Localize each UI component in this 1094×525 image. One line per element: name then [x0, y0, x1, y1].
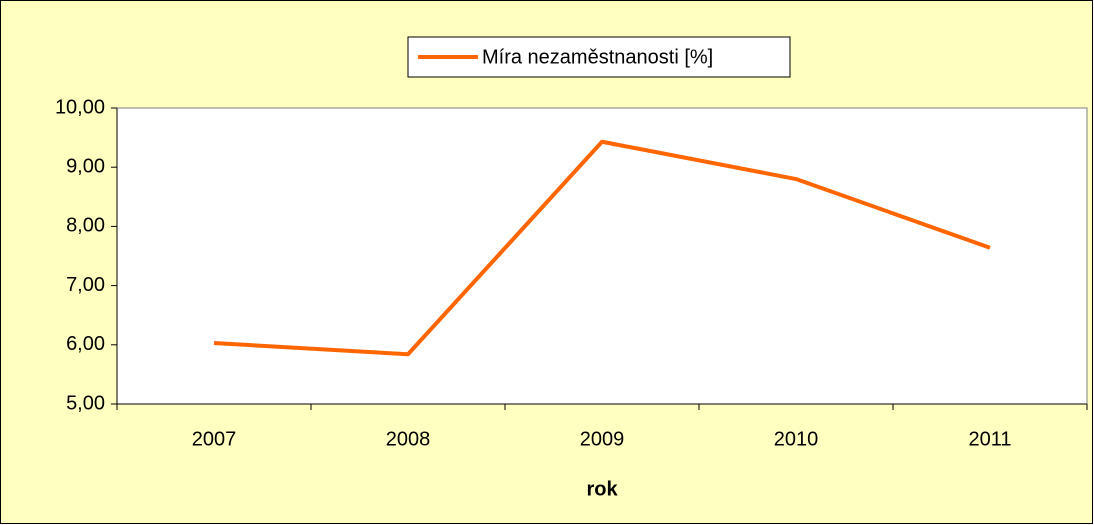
y-tick-label: 5,00	[66, 392, 105, 414]
x-tick-label: 2009	[580, 428, 625, 450]
legend-label: Míra nezaměstnanosti [%]	[482, 46, 713, 68]
line-series	[213, 139, 991, 357]
y-tick-label: 9,00	[66, 155, 105, 177]
y-tick-label: 7,00	[66, 274, 105, 296]
x-tick-label: 2007	[192, 428, 237, 450]
y-tick-label: 10,00	[55, 96, 105, 118]
plot-area	[116, 107, 1088, 405]
y-tick-label: 6,00	[66, 333, 105, 355]
x-axis-title: rok	[586, 478, 618, 500]
y-tick-label: 8,00	[66, 215, 105, 237]
x-tick-label: 2008	[386, 428, 431, 450]
x-tick-label: 2010	[774, 428, 819, 450]
x-tick-label: 2011	[968, 428, 1011, 450]
